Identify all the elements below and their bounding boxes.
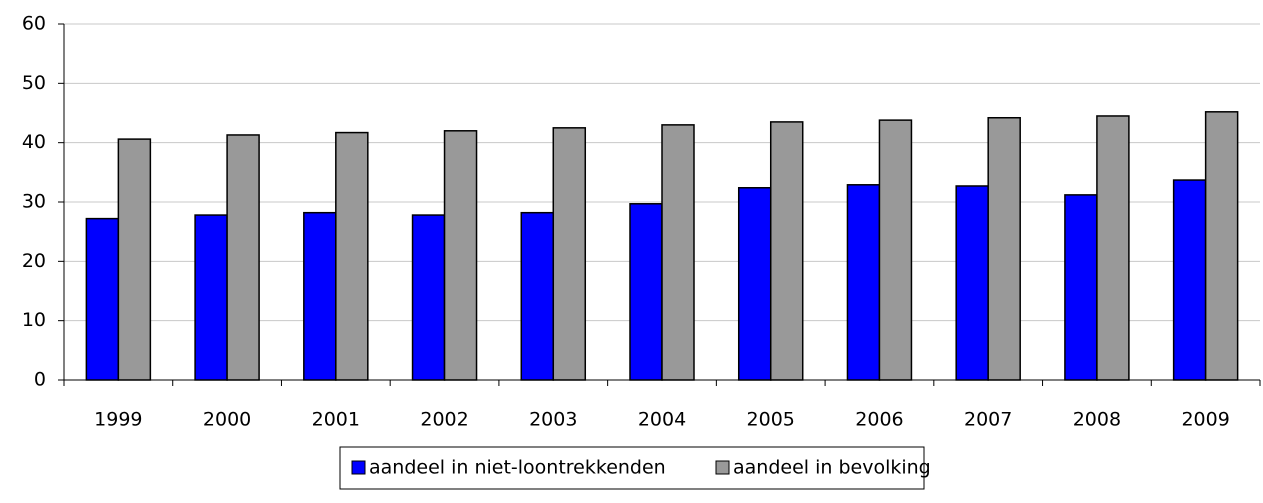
- y-tick-label: 20: [22, 250, 46, 272]
- bar: [1172, 179, 1207, 381]
- bar: [443, 130, 478, 381]
- legend-label: aandeel in bevolking: [733, 457, 931, 479]
- legend-swatch: [351, 460, 366, 475]
- y-tick-label: 10: [22, 309, 46, 331]
- bar: [737, 187, 772, 381]
- bar: [85, 217, 120, 381]
- bar: [520, 211, 555, 381]
- bar: [661, 124, 695, 381]
- x-tick-label: 2008: [1073, 409, 1121, 431]
- x-tick-label: 2006: [855, 409, 903, 431]
- bar: [117, 138, 152, 381]
- x-tick-label: 2005: [747, 409, 795, 431]
- y-tick-label: 30: [22, 191, 46, 213]
- legend-swatch: [715, 460, 730, 475]
- bar: [226, 134, 260, 381]
- x-tick-label: 2001: [312, 409, 360, 431]
- x-tick-label: 2002: [420, 409, 468, 431]
- y-tick-label: 60: [22, 13, 46, 35]
- y-tick-label: 40: [22, 131, 46, 153]
- x-tick-label: 1999: [94, 409, 142, 431]
- bar: [878, 119, 913, 381]
- bar: [955, 185, 989, 381]
- bar: [1096, 115, 1130, 381]
- bar: [846, 184, 881, 381]
- bar: [194, 214, 228, 381]
- bar: [552, 127, 587, 381]
- x-tick-label: 2000: [203, 409, 251, 431]
- legend-label: aandeel in niet-loontrekkenden: [369, 457, 666, 479]
- bar: [335, 131, 369, 381]
- bar: [987, 116, 1021, 381]
- bar: [303, 211, 337, 381]
- y-tick-label: 50: [22, 72, 46, 94]
- bar: [1204, 111, 1239, 381]
- x-tick-label: 2004: [638, 409, 686, 431]
- bar: [1064, 194, 1098, 381]
- x-tick-label: 2007: [964, 409, 1012, 431]
- x-tick-label: 2003: [529, 409, 577, 431]
- y-tick-label: 0: [34, 369, 46, 391]
- bar: [769, 121, 804, 381]
- bar: [411, 214, 446, 381]
- bar: [629, 203, 663, 381]
- legend-box: [339, 446, 925, 490]
- x-tick-label: 2009: [1181, 409, 1229, 431]
